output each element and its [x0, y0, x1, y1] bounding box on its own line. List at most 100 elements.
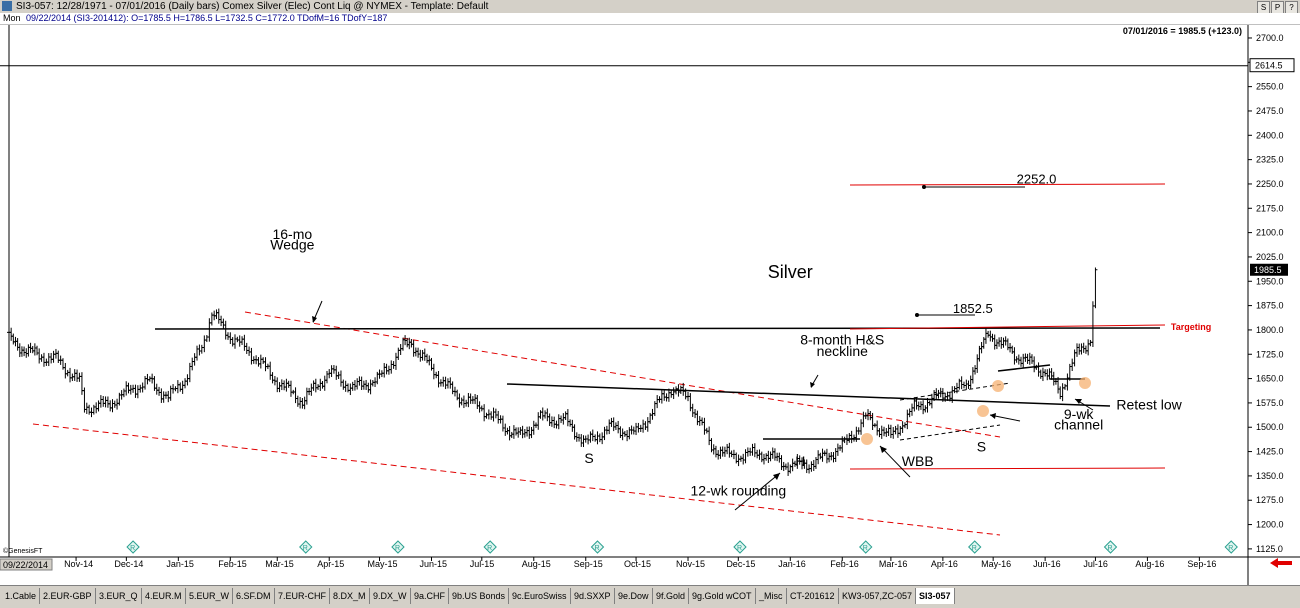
- chart-annotation: Retest low: [1116, 396, 1182, 412]
- sheet-tab[interactable]: 2.EUR-GBP: [40, 588, 96, 604]
- price-bar: [445, 378, 450, 389]
- chart-annotation: S: [584, 450, 593, 466]
- y-tick-label: 2250.0: [1256, 179, 1284, 189]
- roll-marker-icon[interactable]: [733, 540, 747, 554]
- roll-marker-icon[interactable]: [299, 540, 313, 554]
- price-bar: [359, 376, 364, 391]
- price-bar: [204, 335, 209, 343]
- sheet-tab[interactable]: CT-201612: [787, 588, 839, 604]
- chart-annotation: 1852.5: [953, 301, 993, 316]
- price-bar: [202, 335, 207, 353]
- price-bar: [693, 409, 698, 419]
- price-bar: [503, 423, 508, 436]
- sheet-tab[interactable]: 9g.Gold wCOT: [689, 588, 756, 604]
- sheet-tab[interactable]: 9d.SXXP: [571, 588, 615, 604]
- price-bar: [979, 341, 984, 354]
- price-bar: [768, 451, 773, 462]
- arrow-neckline-head: [810, 382, 815, 388]
- price-bar: [1047, 368, 1052, 380]
- scroll-left-arrow-icon[interactable]: [1270, 558, 1292, 568]
- chart-annotation: WBB: [902, 453, 934, 469]
- price-bar: [952, 386, 957, 394]
- p-button[interactable]: P: [1271, 1, 1284, 14]
- price-bar: [1040, 367, 1045, 382]
- price-bar: [622, 431, 627, 437]
- price-bar: [1093, 267, 1098, 309]
- price-bar: [859, 419, 864, 435]
- sheet-tab[interactable]: 9f.Gold: [653, 588, 690, 604]
- price-bar: [538, 410, 543, 419]
- targeting-line: [849, 324, 1166, 330]
- arrow-rounding-head: [773, 473, 780, 480]
- price-bar: [507, 426, 512, 441]
- sheet-tab[interactable]: 3.EUR_Q: [96, 588, 142, 604]
- price-bar: [237, 335, 242, 347]
- roll-marker-icon[interactable]: [1103, 540, 1118, 554]
- x-tick-label: Jul-16: [1083, 559, 1108, 569]
- roll-marker-icon[interactable]: [483, 540, 497, 554]
- roll-marker-icon[interactable]: [1224, 540, 1238, 554]
- price-bar: [627, 427, 632, 440]
- price-bar: [813, 457, 818, 469]
- price-bar: [324, 370, 329, 384]
- price-chart[interactable]: 1125.0 1200.0 1275.0 1350.0 1425.0 1500.0 1575…: [0, 25, 1300, 585]
- chart-annotation: 8-month H&S: [800, 332, 884, 348]
- sheet-tab[interactable]: SI3-057: [916, 588, 955, 604]
- price-bar: [761, 453, 766, 465]
- roll-marker-icon[interactable]: [391, 540, 405, 554]
- price-bar: [270, 372, 275, 384]
- chart-panel[interactable]: 1125.0 1200.0 1275.0 1350.0 1425.0 1500.0 1575…: [0, 25, 1300, 585]
- price-bar: [110, 399, 115, 413]
- price-bar: [779, 455, 784, 471]
- price-bar: [195, 345, 200, 361]
- price-bar: [547, 413, 552, 427]
- price-bar: [459, 397, 464, 406]
- price-bar: [1079, 343, 1084, 355]
- price-bar: [1005, 338, 1010, 351]
- sheet-tab[interactable]: 7.EUR-CHF: [275, 588, 331, 604]
- price-bar: [370, 380, 375, 387]
- price-bar: [616, 420, 621, 434]
- x-tick-label: Jan-15: [166, 559, 194, 569]
- price-bar: [525, 426, 530, 437]
- price-bar: [509, 431, 514, 439]
- sheet-tab[interactable]: 4.EUR.M: [142, 588, 186, 604]
- bar-info-text: 09/22/2014 (SI3-201412): O=1785.5 H=1786…: [26, 13, 388, 23]
- sheet-tab[interactable]: 6.SF.DM: [233, 588, 275, 604]
- price-bar: [556, 414, 561, 430]
- price-bar: [1016, 354, 1021, 365]
- roll-marker-icon[interactable]: [968, 540, 982, 554]
- roll-marker-icon[interactable]: [590, 540, 605, 554]
- support-1375-line: [849, 467, 1166, 470]
- sheet-tab[interactable]: 9b.US Bonds: [449, 588, 510, 604]
- sheet-tab[interactable]: KW3-057,ZC-057: [839, 588, 917, 604]
- y-tick-label: 2475.0: [1256, 106, 1284, 116]
- price-bar: [923, 405, 928, 413]
- price-bar: [420, 350, 425, 361]
- chart-title: Silver: [768, 262, 813, 282]
- sheet-tab[interactable]: 9c.EuroSwiss: [509, 588, 571, 604]
- price-bar: [1049, 368, 1054, 380]
- price-bar: [418, 349, 423, 362]
- sheet-tab[interactable]: _Misc: [756, 588, 787, 604]
- x-tick-label: Apr-16: [931, 559, 958, 569]
- x-tick-label: Mar-15: [265, 559, 294, 569]
- chart-annotation: neckline: [817, 343, 869, 359]
- sheet-tab[interactable]: 8.DX_M: [330, 588, 370, 604]
- price-bar: [1083, 345, 1088, 354]
- price-bar: [72, 369, 77, 381]
- x-tick-label: Apr-15: [317, 559, 344, 569]
- sheet-tab[interactable]: 9.DX_W: [370, 588, 411, 604]
- roll-marker-icon[interactable]: [859, 540, 873, 554]
- sheet-tab[interactable]: 9a.CHF: [411, 588, 450, 604]
- sheet-tab[interactable]: 5.EUR_W: [186, 588, 234, 604]
- price-bar: [1032, 356, 1037, 373]
- sheet-tab[interactable]: 1.Cable: [2, 588, 41, 604]
- price-bar: [1038, 369, 1043, 379]
- price-bar: [999, 336, 1004, 349]
- roll-marker-icon[interactable]: [126, 540, 140, 554]
- price-bar: [192, 353, 197, 366]
- price-bar: [295, 395, 300, 407]
- sheet-tab[interactable]: 9e.Dow: [615, 588, 653, 604]
- window-title-bar: SI3-057: 12/28/1971 - 07/01/2016 (Daily …: [0, 0, 1300, 14]
